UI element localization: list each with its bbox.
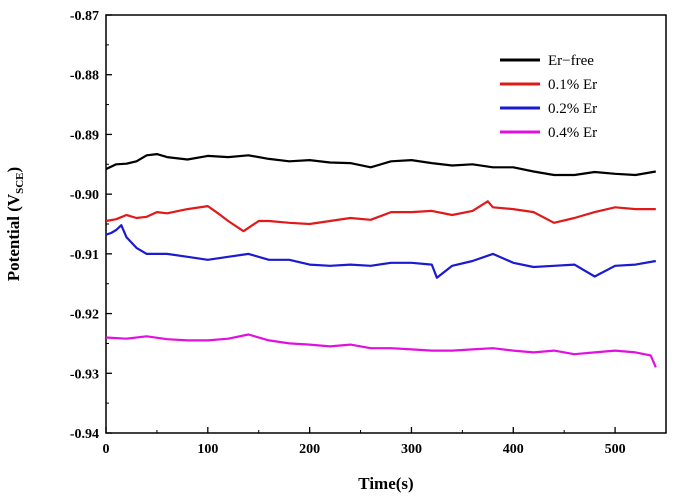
y-tick-label: -0.89 [70, 128, 99, 143]
y-tick-label: -0.87 [70, 9, 99, 24]
legend: Er−free 0.1% Er 0.2% Er 0.4% Er [500, 53, 597, 141]
y-tick-label: -0.91 [70, 248, 99, 263]
y-tick-label: -0.94 [70, 427, 99, 442]
y-axis-title-close: ) [4, 167, 23, 173]
x-tick-label: 300 [401, 442, 422, 457]
legend-label-0: Er−free [548, 53, 594, 69]
x-tick-label: 100 [197, 442, 218, 457]
x-tick-label: 0 [103, 442, 110, 457]
x-tick-label: 200 [299, 442, 320, 457]
series-line-0 [105, 153, 656, 177]
x-axis-title: Time(s) [358, 474, 413, 493]
y-tick-label: -0.88 [70, 69, 99, 84]
y-axis-title-main: Potential (V [4, 193, 23, 281]
y-axis-title-sub: SCE [14, 172, 26, 193]
legend-label-2: 0.2% Er [548, 101, 597, 117]
series-layer [105, 153, 657, 368]
x-axis: 0 100 200 300 400 500 [103, 427, 626, 457]
y-tick-label: -0.92 [70, 308, 99, 323]
y-axis-title: Potential (VSCE) [4, 167, 26, 281]
legend-label-1: 0.1% Er [548, 77, 597, 93]
y-tick-label: -0.90 [70, 188, 99, 203]
x-tick-label: 500 [605, 442, 626, 457]
series-line-2 [105, 224, 656, 279]
y-axis: -0.94 -0.93 -0.92 -0.91 -0.90 -0.89 -0.88 -0.87 [70, 9, 112, 442]
legend-label-3: 0.4% Er [548, 125, 597, 141]
series-line-1 [105, 200, 656, 233]
series-line-3 [105, 333, 657, 368]
y-tick-label: -0.93 [70, 367, 99, 382]
x-tick-label: 400 [503, 442, 524, 457]
